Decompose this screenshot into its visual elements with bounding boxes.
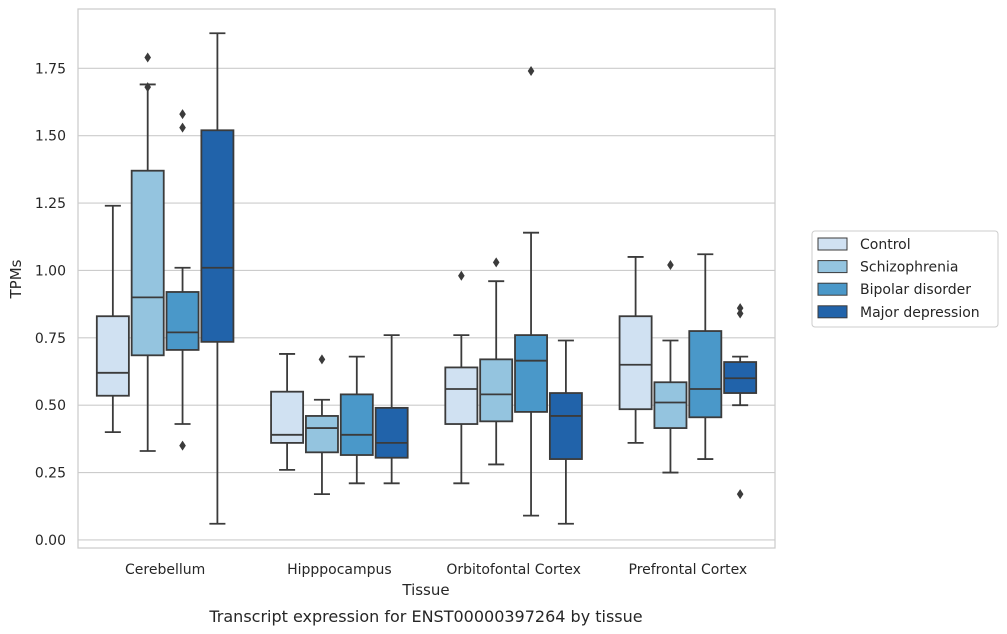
y-tick-label: 1.25	[35, 196, 66, 212]
box-body	[479, 358, 514, 423]
y-tick-label: 0.25	[35, 466, 66, 482]
y-tick-label: 0.00	[35, 533, 66, 549]
box-body	[444, 366, 479, 425]
box-body	[514, 334, 548, 413]
outlier-point	[318, 354, 326, 365]
outlier-point	[492, 257, 500, 268]
outlier-point	[736, 489, 744, 500]
y-axis-ticks: 0.00 0.25 0.50 0.75 1.00 1.25 1.50 1.75	[35, 61, 66, 549]
box-body	[548, 392, 583, 460]
box-body	[339, 393, 374, 456]
box-body	[305, 415, 339, 454]
box-body	[200, 129, 235, 343]
y-axis-label: TPMs	[7, 259, 25, 299]
box-schizophrenia	[479, 257, 514, 466]
box-body	[130, 169, 165, 357]
outlier-point	[736, 303, 744, 314]
box-control	[270, 353, 305, 471]
box-groups	[95, 32, 758, 525]
outlier-point	[179, 122, 186, 133]
box-bipolar-disorder	[514, 65, 548, 517]
x-axis-label: Tissue	[401, 581, 449, 599]
y-tick-label: 0.75	[35, 331, 66, 347]
box-major-depression	[374, 334, 409, 485]
x-tick-label: Prefrontal Cortex	[629, 562, 748, 578]
box-schizophrenia	[305, 354, 339, 496]
outlier-point	[144, 52, 151, 63]
x-axis-ticks: Cerebellum Hipppocampus Orbitofontal Corte…	[125, 562, 747, 578]
outlier-point	[736, 308, 744, 319]
box-body	[374, 406, 409, 459]
outlier-point	[527, 65, 535, 76]
box-body	[688, 330, 723, 419]
legend-frame	[811, 230, 999, 328]
x-tick-label: Orbitofontal Cortex	[446, 562, 581, 578]
box-major-depression	[548, 339, 583, 525]
box-body	[95, 315, 130, 397]
outlier-point	[458, 270, 465, 281]
legend: Control Schizophrenia Bipolar disorder Majo…	[811, 230, 999, 328]
box-major-depression	[723, 303, 758, 500]
legend-swatch	[817, 282, 848, 296]
y-tick-label: 1.75	[35, 61, 66, 77]
box-bipolar-disorder	[339, 355, 374, 485]
x-tick-label: Hipppocampus	[287, 562, 392, 578]
box-body	[165, 291, 200, 351]
box-schizophrenia	[130, 52, 165, 452]
legend-label: Bipolar disorder	[860, 282, 971, 298]
box-control	[444, 270, 479, 485]
box-major-depression	[200, 32, 235, 525]
x-tick-label: Cerebellum	[125, 562, 205, 578]
legend-swatch	[817, 305, 848, 319]
legend-label: Schizophrenia	[860, 260, 958, 276]
legend-swatch	[817, 237, 848, 251]
legend-label: Major depression	[860, 305, 980, 321]
outlier-point	[179, 440, 186, 451]
box-body	[653, 381, 688, 429]
y-tick-label: 1.00	[35, 263, 66, 279]
box-body	[618, 315, 653, 411]
plot-frame	[77, 8, 776, 549]
outlier-point	[179, 109, 186, 120]
y-tick-label: 1.50	[35, 129, 66, 145]
box-schizophrenia	[653, 260, 688, 474]
outlier-point	[667, 260, 674, 271]
legend-swatch	[817, 260, 848, 274]
outlier-point	[144, 82, 151, 93]
box-control	[95, 204, 130, 434]
y-tick-label: 0.50	[35, 398, 66, 414]
legend-label: Control	[860, 237, 911, 253]
chart-caption: Transcript expression for ENST0000039726…	[208, 607, 642, 626]
plot-background	[78, 9, 775, 548]
box-control	[618, 256, 653, 444]
box-bipolar-disorder	[688, 253, 723, 460]
box-bipolar-disorder	[165, 109, 200, 451]
